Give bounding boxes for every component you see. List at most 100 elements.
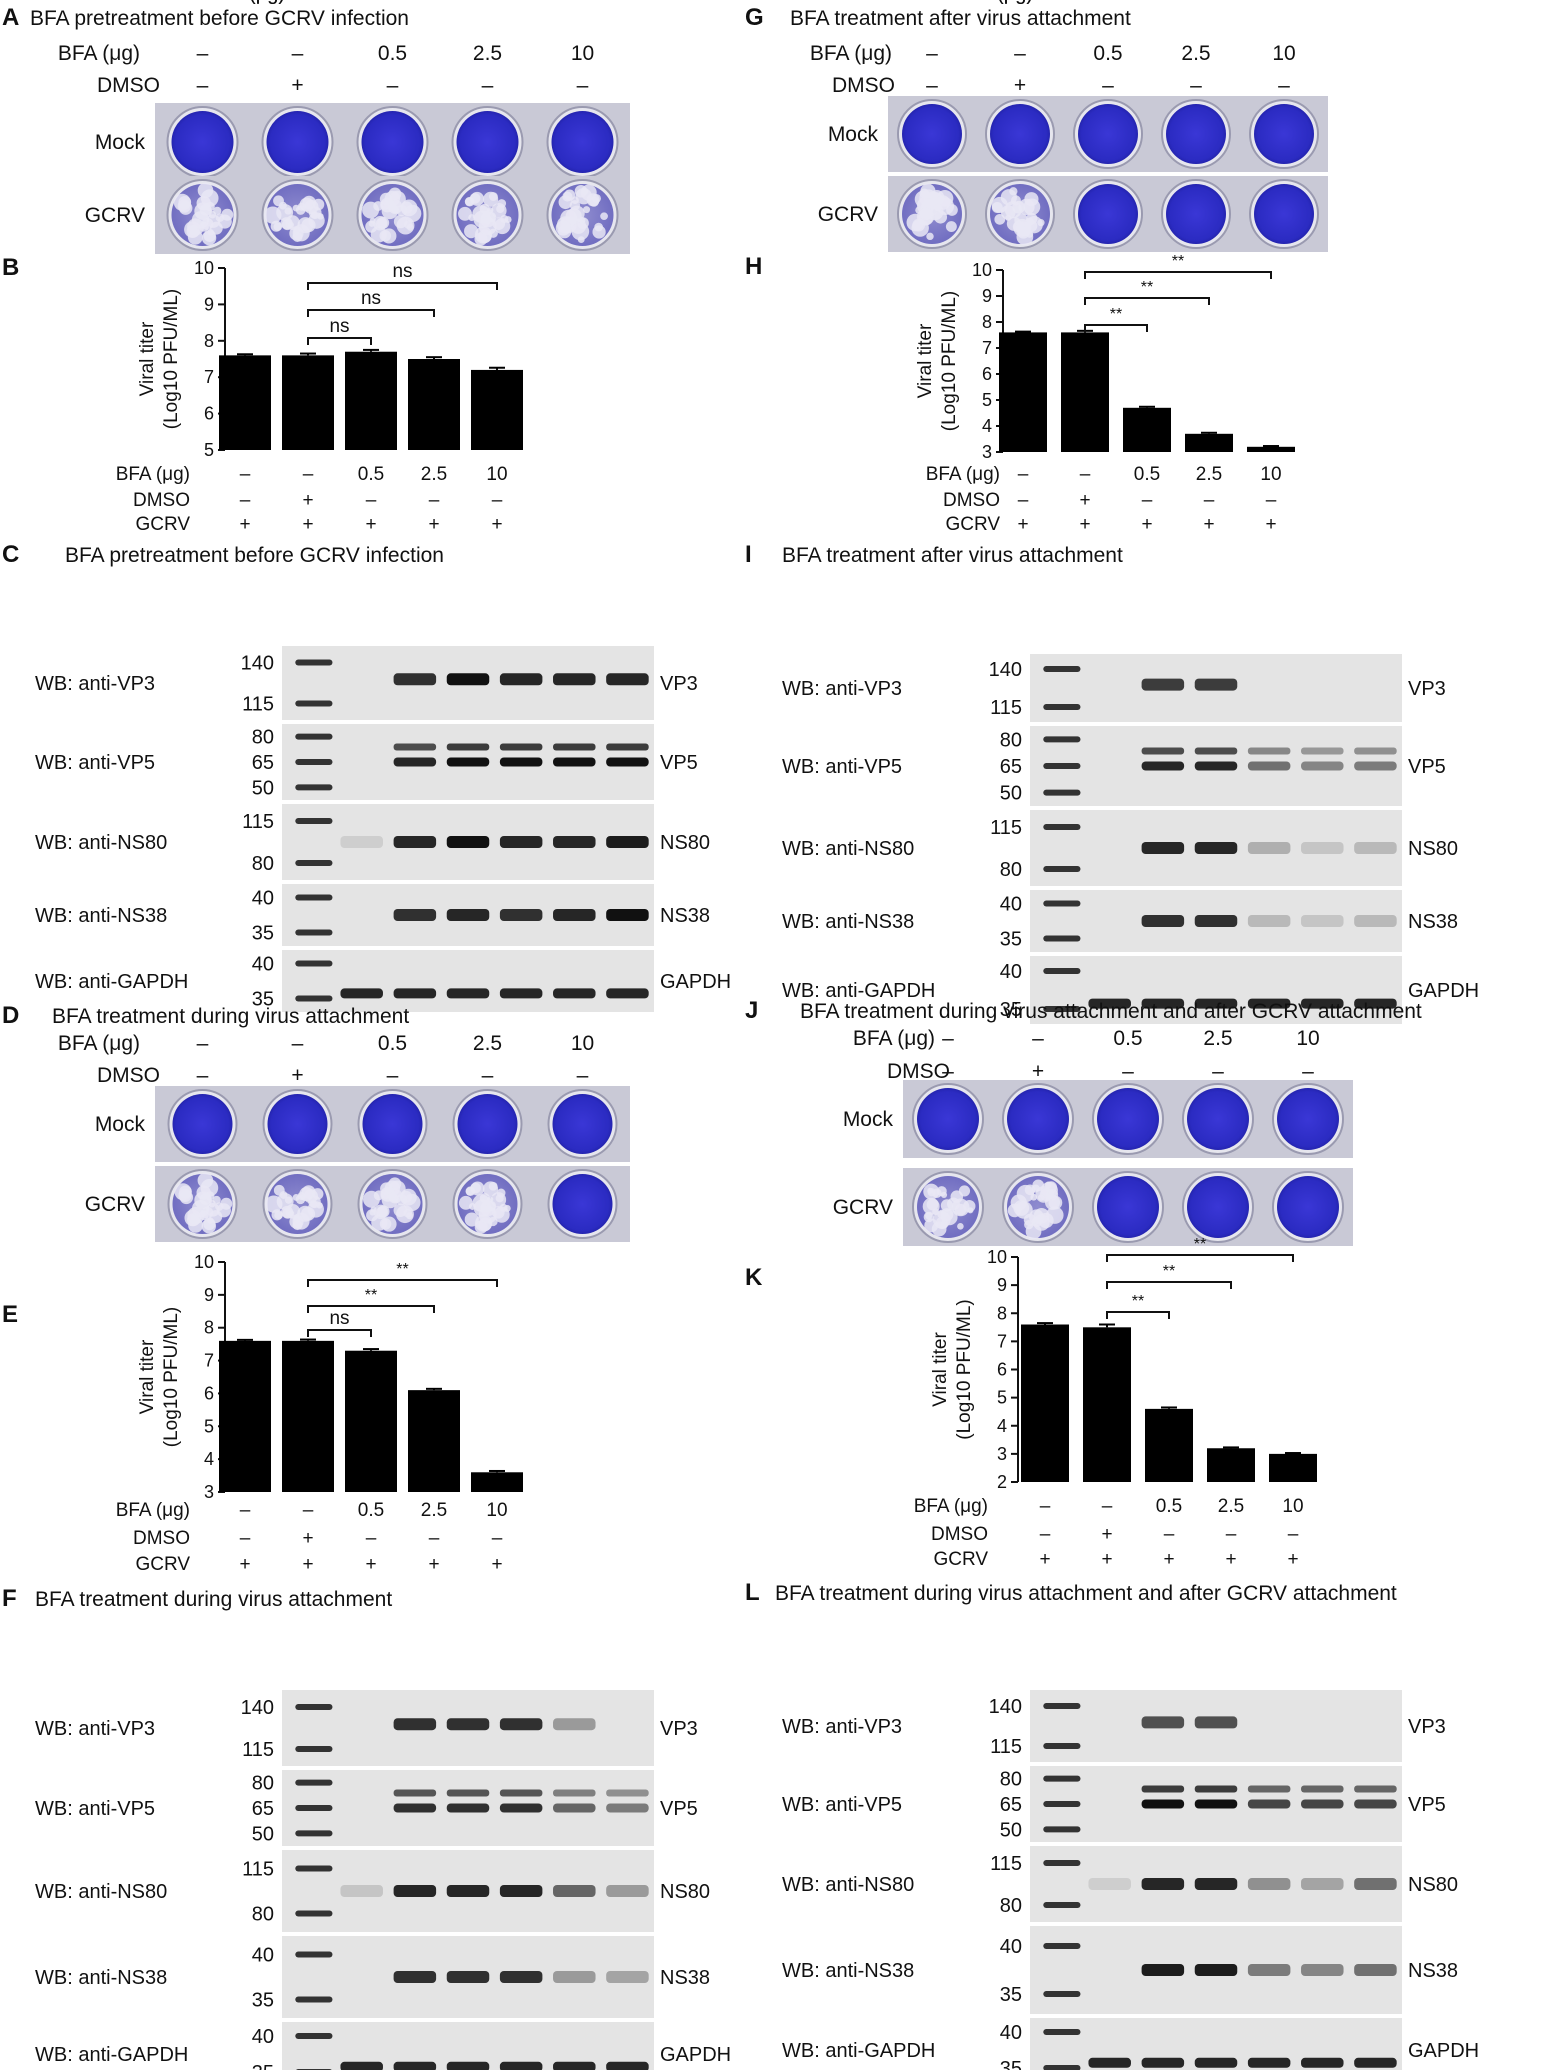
dmso-value: + <box>291 1064 303 1087</box>
protein-band-upper <box>393 743 437 751</box>
mock-row-label: Mock <box>95 1113 146 1136</box>
blot-row-ns80: 115 80 WB: anti-NS80 NS80 <box>782 810 1458 886</box>
ladder-band <box>1043 824 1081 830</box>
bfa-value: 10 <box>1364 0 1386 5</box>
marker-label: 65 <box>1000 1794 1022 1816</box>
dmso-value: – <box>409 0 421 5</box>
blot-row-vp3: 140 115 WB: anti-VP3 VP3 <box>35 646 698 720</box>
protein-band-upper <box>606 743 649 751</box>
plaque-spot <box>1040 1181 1058 1200</box>
marker-label: 40 <box>252 888 274 910</box>
ladder-band <box>1043 2065 1081 2070</box>
bfa-value: – <box>292 1032 304 1055</box>
dmso-value: – <box>577 1064 589 1087</box>
protein-label: GAPDH <box>660 971 731 993</box>
bfa-value: 10 <box>1260 464 1281 485</box>
protein-band <box>1141 761 1185 771</box>
well-intact <box>552 1094 613 1154</box>
gcrv-value: + <box>568 0 580 5</box>
gcrv-value: + <box>365 514 376 535</box>
marker-label: 35 <box>1000 2058 1022 2070</box>
gcrv-value: + <box>1263 0 1275 5</box>
dmso-value: – <box>1264 0 1276 5</box>
protein-band <box>1354 842 1397 854</box>
protein-band <box>606 757 649 767</box>
dmso-value: – <box>366 490 377 511</box>
marker-label: 65 <box>1000 756 1022 778</box>
gcrv-row-label: GCRV <box>833 1196 893 1219</box>
plaque-spot <box>583 206 591 214</box>
plaque-spot <box>363 1190 380 1208</box>
plaque-spot <box>196 196 211 211</box>
marker-label: 35 <box>252 923 274 945</box>
gcrv-value: + <box>515 0 527 5</box>
bfa-value: 0.5 <box>1134 464 1160 485</box>
gcrv-value: + <box>462 0 474 5</box>
plaque-spot <box>945 221 957 233</box>
protein-band <box>1301 2057 1344 2068</box>
gcrv-row-label: GCRV <box>933 1549 988 1570</box>
protein-band <box>393 1803 437 1813</box>
marker-label: 80 <box>1000 1895 1022 1917</box>
protein-band-upper <box>1301 747 1344 755</box>
marker-label: 35 <box>1000 929 1022 951</box>
marker-label: 80 <box>252 853 274 875</box>
plaque-spot <box>482 1181 499 1197</box>
bfa-value: 0.5 <box>1093 42 1122 65</box>
well-intact <box>1078 184 1138 244</box>
significance-bracket <box>1084 324 1148 332</box>
panel-title: BFA treatment after virus attachment <box>790 7 1131 30</box>
plaque-spot <box>923 1211 935 1223</box>
protein-band <box>553 1885 596 1897</box>
plaque-spot <box>1010 195 1021 206</box>
gcrv-value: + <box>1101 1549 1112 1570</box>
dmso-value: – <box>492 1528 503 1549</box>
ladder-band <box>1043 1860 1081 1866</box>
gcrv-value: + <box>409 0 421 5</box>
protein-band <box>1301 915 1344 927</box>
panel-title: BFA treatment after virus attachment <box>782 544 1123 567</box>
protein-band-upper <box>1301 1785 1344 1793</box>
dmso-row-label: DMSO <box>225 0 285 5</box>
protein-label: VP3 <box>1408 1716 1446 1738</box>
dmso-value: – <box>1266 490 1277 511</box>
dmso-value: – <box>926 74 938 97</box>
bar <box>1207 1448 1255 1482</box>
bar <box>1185 433 1233 452</box>
protein-label: NS80 <box>660 1881 710 1903</box>
well-intact <box>1097 1088 1159 1150</box>
protein-band <box>393 1885 437 1897</box>
blot-row-vp3: 140 115 WB: anti-VP3 VP3 <box>35 1690 698 1766</box>
protein-band <box>1247 1878 1291 1890</box>
bfa-value: 0.5 <box>358 1500 384 1521</box>
well-intact <box>457 1094 518 1154</box>
significance-label: ** <box>396 1261 408 1278</box>
bar <box>408 359 460 450</box>
dmso-row-label: DMSO <box>225 0 285 5</box>
protein-band <box>499 757 543 767</box>
plaque-spot <box>273 1184 285 1196</box>
protein-band <box>1141 2057 1185 2068</box>
plaque-spot <box>940 1199 954 1212</box>
bfa-value: 2.5 <box>1218 1496 1244 1517</box>
plaque-spot <box>926 1198 939 1211</box>
wb-antibody-label: WB: anti-VP5 <box>782 1794 902 1816</box>
protein-band <box>1088 1878 1131 1890</box>
protein-band-upper <box>1141 747 1185 755</box>
protein-band <box>499 2061 543 2070</box>
dmso-value: – <box>240 1528 251 1549</box>
dmso-value: + <box>1101 1524 1112 1545</box>
y-tick-label: 7 <box>204 367 214 387</box>
protein-label: NS80 <box>1408 1874 1458 1896</box>
dmso-value: – <box>1157 0 1169 5</box>
gcrv-row-label: GCRV <box>228 0 286 5</box>
protein-band-upper <box>606 1789 649 1797</box>
wb-antibody-label: WB: anti-NS38 <box>782 911 914 933</box>
significance-label: ns <box>361 288 381 309</box>
plaque-spot <box>470 1181 485 1196</box>
protein-band <box>1141 1799 1185 1809</box>
protein-band <box>499 1718 543 1731</box>
marker-label: 40 <box>1000 894 1022 916</box>
gcrv-value: + <box>1265 514 1276 535</box>
bfa-value: 2.5 <box>1308 0 1336 5</box>
